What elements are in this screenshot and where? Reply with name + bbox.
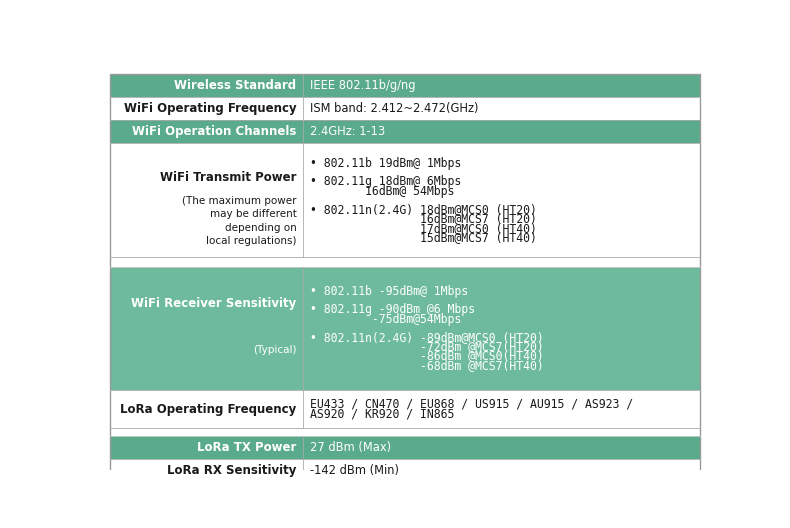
Text: 17dBm@MCS0 (HT40): 17dBm@MCS0 (HT40) — [310, 222, 537, 234]
Text: ISM band: 2.412~2.472(GHz): ISM band: 2.412~2.472(GHz) — [310, 102, 479, 115]
Bar — [110, 459, 700, 482]
Text: IEEE 802.11b/g/ng: IEEE 802.11b/g/ng — [310, 79, 416, 92]
Text: WiFi Transmit Power: WiFi Transmit Power — [160, 171, 296, 184]
Bar — [110, 267, 700, 390]
Text: Wireless Standard: Wireless Standard — [175, 79, 296, 92]
Text: 27 dBm (Max): 27 dBm (Max) — [310, 441, 392, 454]
Text: WiFi Receiver Sensitivity: WiFi Receiver Sensitivity — [131, 297, 296, 310]
Bar — [110, 436, 700, 459]
Bar — [110, 482, 700, 493]
Text: AS920 / KR920 / IN865: AS920 / KR920 / IN865 — [310, 407, 455, 420]
Text: • 802.11n(2.4G) -89dBm@MCS0 (HT20): • 802.11n(2.4G) -89dBm@MCS0 (HT20) — [310, 331, 544, 344]
Text: -68dBm @MCS7(HT40): -68dBm @MCS7(HT40) — [310, 359, 544, 372]
Text: • 802.11g -90dBm @6 Mbps: • 802.11g -90dBm @6 Mbps — [310, 303, 476, 316]
Text: -86dBm @MCS0(HT40): -86dBm @MCS0(HT40) — [310, 350, 544, 362]
Bar — [110, 144, 700, 257]
Text: EU433 / CN470 / EU868 / US915 / AU915 / AS923 /: EU433 / CN470 / EU868 / US915 / AU915 / … — [310, 398, 634, 411]
Text: LoRa Operating Frequency: LoRa Operating Frequency — [120, 402, 296, 416]
Text: • 802.11b 19dBm@ 1Mbps: • 802.11b 19dBm@ 1Mbps — [310, 157, 461, 170]
Text: (Typical): (Typical) — [253, 345, 296, 355]
Bar — [110, 97, 700, 120]
Text: WiFi Operation Channels: WiFi Operation Channels — [132, 125, 296, 138]
Text: -142 dBm (Min): -142 dBm (Min) — [310, 464, 399, 477]
Text: • 802.11b -95dBm@ 1Mbps: • 802.11b -95dBm@ 1Mbps — [310, 285, 468, 298]
Text: 2.4GHz: 1-13: 2.4GHz: 1-13 — [310, 125, 386, 138]
Text: WiFi Operating Frequency: WiFi Operating Frequency — [124, 102, 296, 115]
Text: (The maximum power
may be different
depending on
local regulations): (The maximum power may be different depe… — [182, 196, 296, 246]
Text: 15dBm@MCS7 (HT40): 15dBm@MCS7 (HT40) — [310, 231, 537, 244]
Bar — [110, 428, 700, 436]
Text: • 802.11g 18dBm@ 6Mbps: • 802.11g 18dBm@ 6Mbps — [310, 175, 461, 188]
Bar — [110, 120, 700, 144]
Text: 16dBm@MCS7 (HT20): 16dBm@MCS7 (HT20) — [310, 212, 537, 225]
Text: 16dBm@ 54Mbps: 16dBm@ 54Mbps — [310, 185, 455, 197]
Text: • 802.11n(2.4G) 18dBm@MCS0 (HT20): • 802.11n(2.4G) 18dBm@MCS0 (HT20) — [310, 203, 537, 216]
Bar — [110, 257, 700, 267]
Text: LoRa TX Power: LoRa TX Power — [197, 441, 296, 454]
Bar — [110, 390, 700, 428]
Bar — [110, 74, 700, 97]
Text: -75dBm@54Mbps: -75dBm@54Mbps — [310, 313, 461, 325]
Text: LoRa RX Sensitivity: LoRa RX Sensitivity — [167, 464, 296, 477]
Text: -72dBm @MCS7(HT20): -72dBm @MCS7(HT20) — [310, 340, 544, 353]
